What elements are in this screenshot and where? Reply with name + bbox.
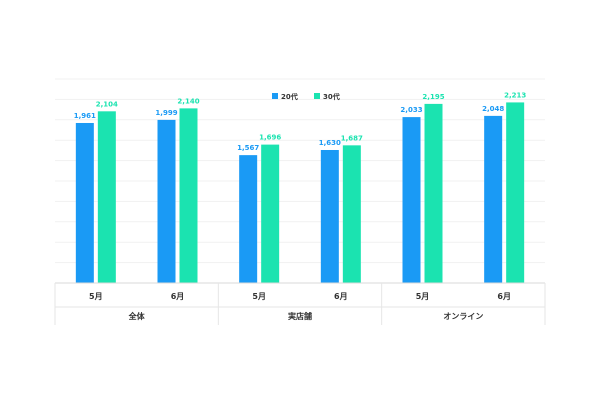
legend-label: 30代 [323,92,340,101]
data-label: 1,961 [74,112,96,120]
data-label: 2,213 [504,91,526,99]
data-label: 2,195 [422,93,444,101]
bars [75,102,525,284]
legend-swatch [314,93,320,99]
bar-20代-オンライン-5月 [402,117,421,283]
group-label: 全体 [128,311,146,321]
bar-30代-全体-6月 [179,108,198,283]
bar-30代-オンライン-5月 [424,103,443,283]
bar-30代-オンライン-6月 [506,102,525,284]
bar-30代-実店舗-6月 [342,145,361,283]
data-label: 2,033 [400,106,422,114]
group-label: 実店舗 [288,311,312,321]
bar-20代-オンライン-6月 [484,115,503,283]
tick-label: 6月 [497,292,511,301]
bar-20代-実店舗-6月 [320,149,339,283]
tick-label: 5月 [89,292,103,301]
gridlines [55,78,545,284]
data-label: 1,567 [237,144,259,152]
bar-20代-実店舗-5月 [239,155,258,283]
data-label: 2,104 [96,100,118,108]
bar-20代-全体-6月 [157,119,176,284]
bar-20代-全体-5月 [75,122,94,284]
bar-30代-実店舗-5月 [261,144,280,283]
data-label: 1,687 [341,134,363,142]
data-label: 1,696 [259,134,281,142]
data-label: 1,999 [155,109,177,117]
legend: 20代 30代 [272,92,340,101]
data-label: 2,140 [177,97,199,105]
tick-label: 6月 [171,292,185,301]
group-label: オンライン [443,312,483,321]
legend-label: 20代 [281,92,298,101]
bar-30代-全体-5月 [97,111,116,283]
legend-swatch [272,93,278,99]
tick-label: 5月 [416,292,430,301]
data-label: 1,630 [319,139,341,147]
tick-label: 5月 [252,292,266,301]
data-label: 2,048 [482,105,504,113]
tick-label: 6月 [334,292,348,301]
